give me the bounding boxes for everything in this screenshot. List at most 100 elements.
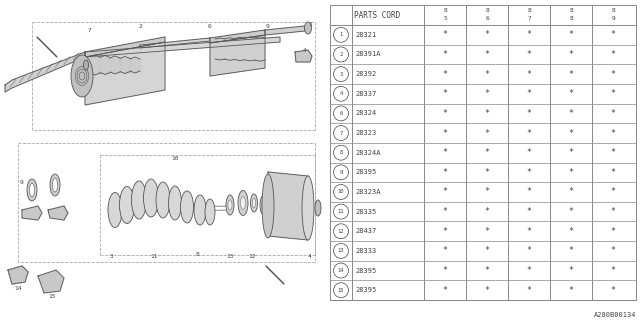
Text: 8: 8 (443, 9, 447, 13)
Text: 28395: 28395 (355, 287, 376, 293)
Text: 8: 8 (611, 9, 615, 13)
Text: *: * (442, 129, 447, 138)
Text: *: * (527, 50, 531, 59)
Text: *: * (484, 227, 490, 236)
Text: *: * (484, 286, 490, 295)
Polygon shape (130, 59, 140, 71)
Ellipse shape (83, 60, 88, 70)
Ellipse shape (29, 183, 35, 197)
Text: *: * (568, 148, 573, 157)
Text: 28323A: 28323A (355, 189, 381, 195)
Ellipse shape (168, 186, 182, 220)
Polygon shape (140, 38, 210, 48)
Polygon shape (85, 42, 165, 105)
Text: *: * (527, 109, 531, 118)
Ellipse shape (52, 178, 58, 192)
Text: 8: 8 (339, 150, 342, 155)
Text: *: * (568, 188, 573, 196)
Text: 10: 10 (172, 156, 179, 161)
Text: 3: 3 (339, 72, 342, 76)
Text: *: * (442, 207, 447, 216)
Ellipse shape (241, 197, 246, 209)
Text: *: * (568, 168, 573, 177)
Polygon shape (120, 59, 130, 71)
Polygon shape (5, 52, 85, 92)
Ellipse shape (71, 55, 93, 97)
Text: 7: 7 (88, 28, 92, 33)
Text: *: * (611, 188, 616, 196)
Text: 28335: 28335 (355, 209, 376, 215)
Text: *: * (611, 246, 616, 255)
Text: 7: 7 (527, 17, 531, 21)
Text: *: * (484, 148, 490, 157)
Text: *: * (442, 89, 447, 98)
Text: 14: 14 (338, 268, 344, 273)
Text: *: * (611, 89, 616, 98)
Text: 4: 4 (308, 254, 312, 260)
Text: *: * (484, 188, 490, 196)
Text: *: * (568, 246, 573, 255)
Text: *: * (527, 246, 531, 255)
Text: PARTS CORD: PARTS CORD (354, 11, 400, 20)
Ellipse shape (194, 195, 206, 225)
Text: 28321: 28321 (355, 32, 376, 38)
Text: *: * (611, 50, 616, 59)
Text: 8: 8 (569, 9, 573, 13)
Text: 8: 8 (569, 17, 573, 21)
Text: 12: 12 (248, 254, 256, 260)
Polygon shape (210, 35, 265, 76)
Polygon shape (295, 50, 312, 62)
Text: *: * (442, 246, 447, 255)
Text: 8: 8 (196, 252, 200, 258)
Text: *: * (527, 30, 531, 39)
Text: *: * (611, 129, 616, 138)
Text: *: * (527, 129, 531, 138)
Text: 28324A: 28324A (355, 150, 381, 156)
Text: *: * (568, 207, 573, 216)
Text: 28437: 28437 (355, 228, 376, 234)
Polygon shape (8, 266, 28, 284)
Text: 15: 15 (48, 293, 56, 299)
Text: 4: 4 (303, 47, 307, 52)
Ellipse shape (262, 200, 266, 210)
Text: *: * (527, 168, 531, 177)
Polygon shape (100, 58, 110, 73)
Text: *: * (442, 70, 447, 79)
Text: 28323: 28323 (355, 130, 376, 136)
Ellipse shape (180, 191, 193, 223)
Text: *: * (568, 266, 573, 275)
Text: *: * (442, 109, 447, 118)
Ellipse shape (50, 174, 60, 196)
Text: *: * (611, 70, 616, 79)
Polygon shape (37, 37, 57, 57)
Text: *: * (568, 129, 573, 138)
Ellipse shape (120, 187, 134, 223)
Text: *: * (484, 266, 490, 275)
Ellipse shape (205, 199, 215, 225)
Text: 28392: 28392 (355, 71, 376, 77)
Text: 28395: 28395 (355, 268, 376, 274)
Text: *: * (442, 148, 447, 157)
Text: 5: 5 (443, 17, 447, 21)
Text: *: * (527, 227, 531, 236)
Polygon shape (8, 266, 28, 284)
Text: *: * (442, 188, 447, 196)
Text: *: * (484, 168, 490, 177)
Text: 9: 9 (20, 180, 24, 185)
Text: *: * (568, 30, 573, 39)
Polygon shape (38, 270, 64, 293)
Text: 11: 11 (338, 209, 344, 214)
Text: *: * (611, 266, 616, 275)
Text: *: * (442, 286, 447, 295)
Text: *: * (527, 188, 531, 196)
Text: 1: 1 (308, 22, 312, 28)
Text: *: * (611, 168, 616, 177)
Text: *: * (568, 109, 573, 118)
Text: *: * (527, 266, 531, 275)
Text: 28391A: 28391A (355, 52, 381, 58)
Polygon shape (265, 26, 305, 35)
Text: 28395: 28395 (355, 169, 376, 175)
Polygon shape (210, 30, 265, 43)
Text: 28324: 28324 (355, 110, 376, 116)
Text: 6: 6 (339, 111, 342, 116)
